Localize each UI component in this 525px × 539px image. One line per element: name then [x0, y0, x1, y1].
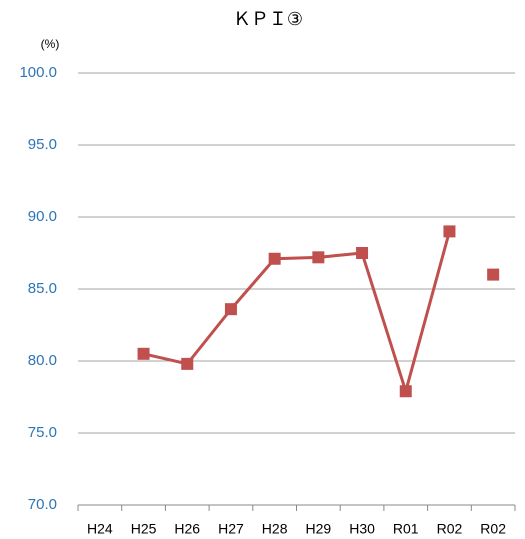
x-tick-label: R02	[437, 521, 463, 537]
y-tick-label: 95.0	[28, 136, 57, 153]
data-point	[356, 247, 369, 259]
chart-title: ＫＰＩ③	[233, 9, 303, 29]
y-tick-label: 80.0	[28, 352, 57, 369]
data-point	[487, 268, 500, 281]
data-point	[268, 252, 281, 265]
series-line	[143, 231, 451, 397]
y-tick-label: 75.0	[28, 424, 57, 441]
data-point	[443, 225, 456, 238]
data-point	[224, 303, 237, 316]
x-tick-label: H24	[87, 521, 113, 537]
y-tick-label: 70.0	[28, 496, 57, 513]
data-point	[312, 251, 325, 264]
data-point	[399, 385, 412, 398]
y-unit: (%)	[41, 37, 60, 51]
x-tick-label: R01	[393, 521, 419, 537]
x-tick-label: H27	[218, 521, 244, 537]
y-tick-label: 100.0	[19, 64, 57, 81]
x-tick-label: H30	[349, 521, 375, 537]
x-tick-label: H26	[174, 521, 200, 537]
y-tick-label: 90.0	[28, 208, 57, 225]
y-tick-label: 85.0	[28, 280, 57, 297]
data-point	[181, 357, 194, 370]
x-tick-label: R02	[480, 521, 506, 537]
x-tick-label: H25	[131, 521, 157, 537]
x-tick-label: H28	[262, 521, 288, 537]
data-point	[137, 347, 150, 360]
x-tick-label: H29	[306, 521, 332, 537]
